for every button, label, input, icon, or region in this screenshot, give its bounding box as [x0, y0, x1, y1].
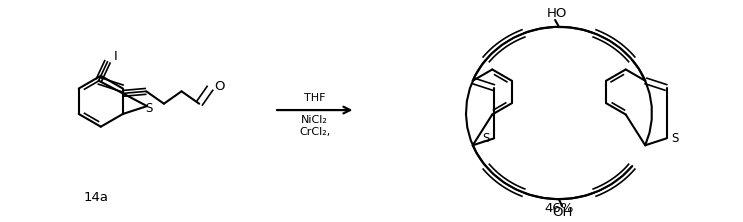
Text: CrCl₂,: CrCl₂, [299, 127, 331, 137]
Text: THF: THF [304, 93, 325, 103]
Text: S: S [483, 132, 490, 145]
Text: OH: OH [553, 206, 573, 219]
Text: S: S [671, 132, 678, 145]
Text: 14a: 14a [83, 191, 108, 204]
Text: S: S [146, 102, 153, 115]
Text: I: I [114, 50, 117, 63]
Text: 46%: 46% [545, 202, 574, 215]
Text: O: O [214, 80, 224, 93]
Text: NiCl₂: NiCl₂ [301, 115, 328, 125]
Text: HO: HO [547, 7, 567, 20]
